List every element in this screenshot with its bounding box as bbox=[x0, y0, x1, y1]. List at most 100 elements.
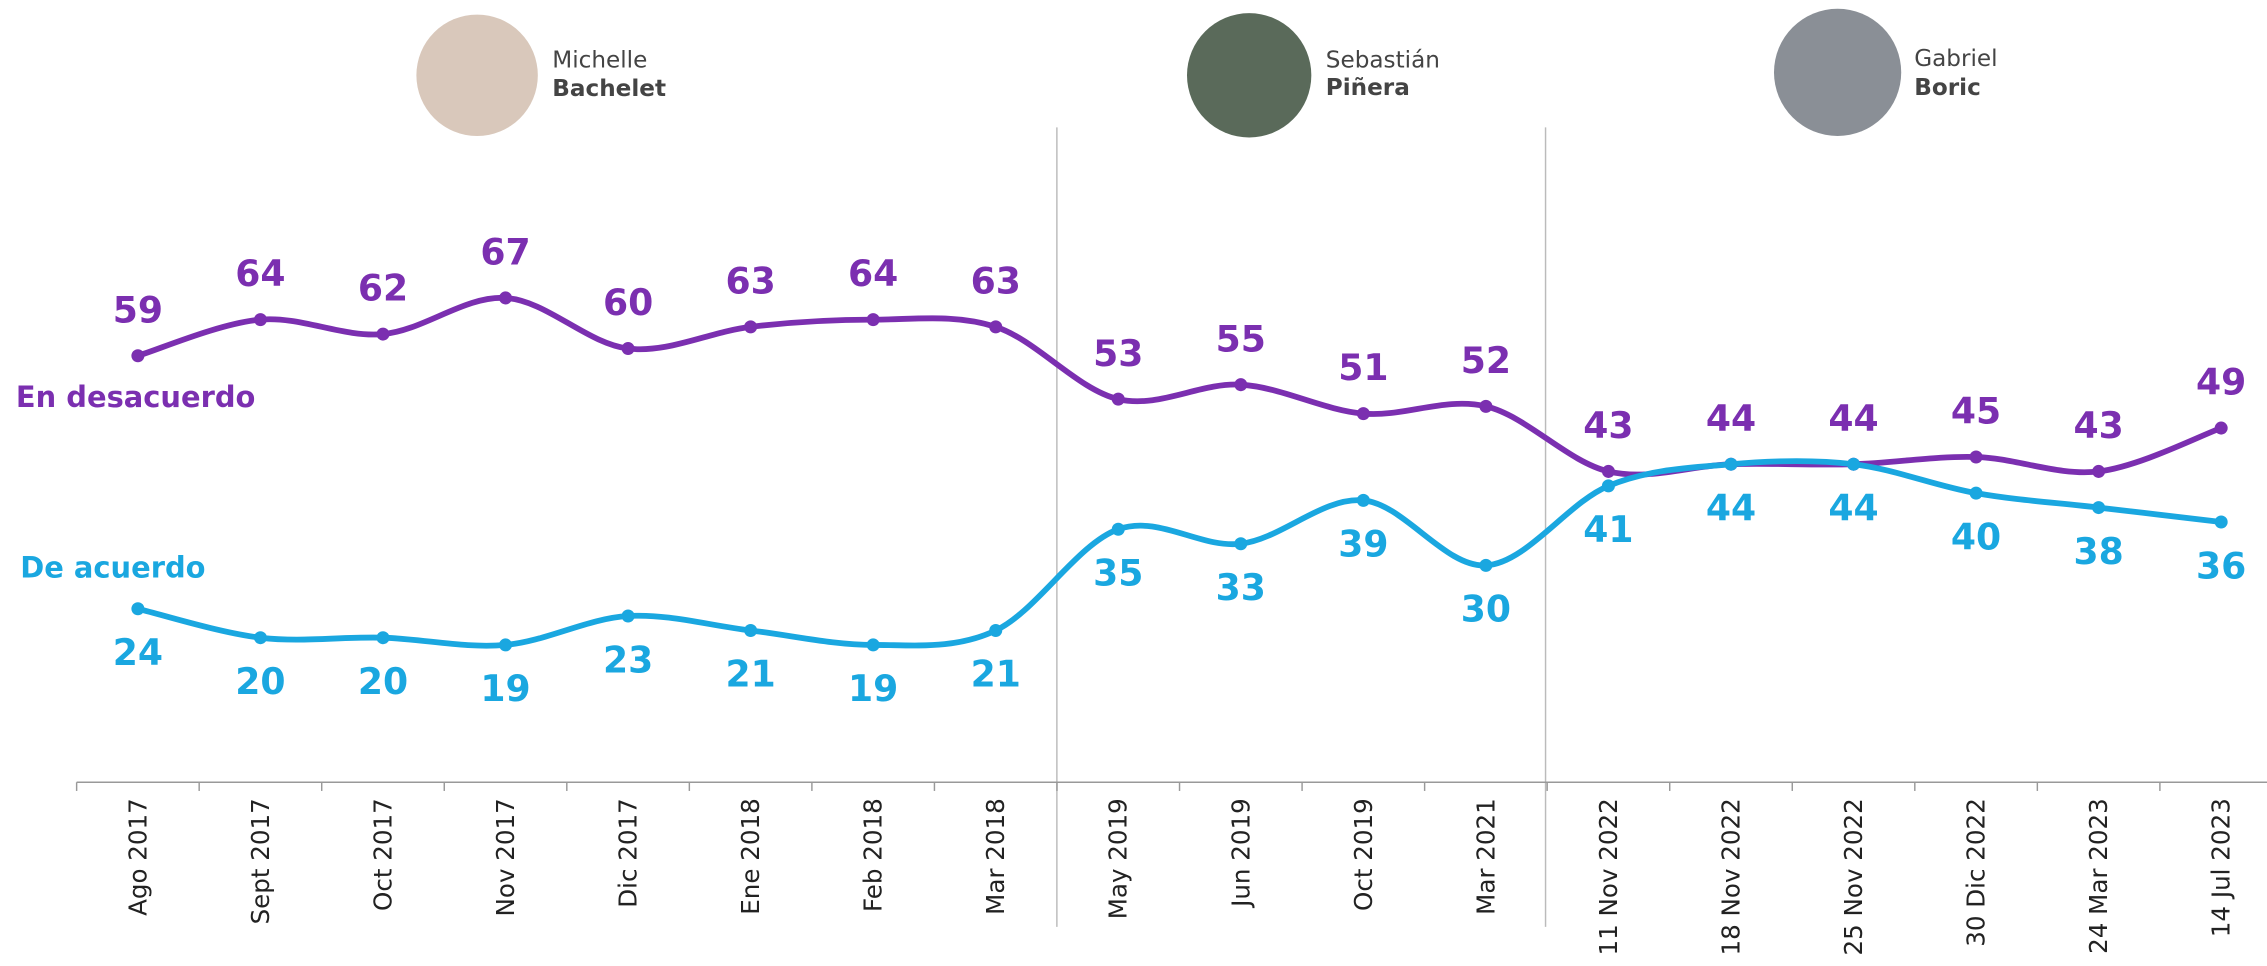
value-label: 19 bbox=[848, 667, 898, 710]
value-label: 45 bbox=[1951, 390, 2001, 433]
x-tick-label: 24 Mar 2023 bbox=[2084, 798, 2113, 954]
x-tick-label: Oct 2019 bbox=[1349, 798, 1378, 911]
first-name: Michelle bbox=[552, 47, 647, 73]
value-label: 39 bbox=[1338, 523, 1388, 566]
first-name: Sebastián bbox=[1326, 47, 1440, 73]
value-label: 53 bbox=[1093, 332, 1143, 375]
photo bbox=[1186, 13, 1312, 138]
x-tick-label: Ago 2017 bbox=[123, 798, 152, 916]
x-tick-label: Sept 2017 bbox=[246, 798, 275, 924]
value-label: 36 bbox=[2196, 544, 2246, 587]
point bbox=[376, 631, 390, 645]
president: Sebastián Piñera bbox=[1186, 13, 1440, 138]
legend-label: En desacuerdo bbox=[16, 380, 256, 414]
point bbox=[1847, 457, 1861, 471]
x-tick-label: 14 Jul 2023 bbox=[2207, 798, 2236, 937]
value-label: 21 bbox=[725, 653, 775, 696]
value-label: 40 bbox=[1951, 515, 2001, 558]
value-label: 38 bbox=[2073, 530, 2123, 573]
value-label: 19 bbox=[480, 667, 530, 710]
value-label: 21 bbox=[971, 653, 1021, 696]
photo bbox=[416, 14, 538, 137]
value-label: 23 bbox=[603, 638, 653, 681]
value-label: 41 bbox=[1583, 508, 1633, 551]
line bbox=[137, 295, 2223, 478]
value-label: 64 bbox=[848, 252, 898, 295]
x-tick-label: 11 Nov 2022 bbox=[1594, 798, 1623, 955]
point bbox=[866, 638, 880, 652]
point bbox=[1479, 399, 1493, 413]
value-label: 35 bbox=[1093, 552, 1143, 595]
value-label: 64 bbox=[235, 252, 285, 295]
point bbox=[1234, 378, 1248, 392]
value-label: 24 bbox=[113, 631, 163, 674]
legend-label: De acuerdo bbox=[20, 551, 205, 585]
point bbox=[1724, 457, 1738, 471]
value-label: 55 bbox=[1216, 317, 1266, 360]
x-tick-label: May 2019 bbox=[1104, 798, 1133, 919]
point bbox=[253, 313, 267, 327]
point bbox=[2092, 501, 2106, 515]
value-label: 51 bbox=[1338, 346, 1388, 389]
point bbox=[744, 320, 758, 334]
point bbox=[2092, 464, 2106, 478]
point bbox=[1111, 392, 1125, 406]
point bbox=[744, 623, 758, 637]
point bbox=[131, 349, 145, 363]
value-label: 49 bbox=[2196, 361, 2246, 404]
point bbox=[499, 638, 513, 652]
point bbox=[376, 327, 390, 341]
value-label: 43 bbox=[1583, 404, 1633, 447]
value-label: 60 bbox=[603, 281, 653, 324]
x-tick-label: Mar 2021 bbox=[1471, 798, 1500, 915]
value-label: 67 bbox=[480, 231, 530, 274]
value-label: 43 bbox=[2073, 404, 2123, 447]
photo bbox=[1773, 8, 1902, 137]
point bbox=[1601, 464, 1615, 478]
last-name: Boric bbox=[1914, 75, 1981, 101]
first-name: Gabriel bbox=[1914, 46, 1997, 72]
point bbox=[1969, 450, 1983, 464]
last-name: Bachelet bbox=[552, 76, 666, 102]
value-label: 20 bbox=[358, 660, 408, 703]
point bbox=[1356, 493, 1370, 507]
value-label: 52 bbox=[1461, 339, 1511, 382]
value-label: 62 bbox=[358, 267, 408, 310]
point bbox=[2214, 515, 2228, 529]
x-tick-label: Feb 2018 bbox=[859, 798, 888, 912]
value-label: 59 bbox=[113, 288, 163, 331]
point bbox=[253, 631, 267, 645]
x-tick-label: Dic 2017 bbox=[614, 798, 643, 908]
point bbox=[621, 609, 635, 623]
point bbox=[1356, 407, 1370, 421]
point bbox=[621, 342, 635, 356]
x-tick-label: 30 Dic 2022 bbox=[1962, 798, 1991, 947]
x-tick-label: 25 Nov 2022 bbox=[1839, 798, 1868, 955]
point bbox=[1479, 558, 1493, 572]
value-label: 44 bbox=[1828, 486, 1878, 529]
point bbox=[2214, 421, 2228, 435]
value-label: 44 bbox=[1828, 397, 1878, 440]
x-tick-label: 18 Nov 2022 bbox=[1716, 798, 1745, 955]
x-tick-label: Jun 2019 bbox=[1226, 798, 1255, 909]
x-tick-label: Nov 2017 bbox=[491, 798, 520, 916]
value-label: 30 bbox=[1461, 588, 1511, 631]
value-label: 33 bbox=[1216, 566, 1266, 609]
line bbox=[137, 458, 2222, 649]
last-name: Piñera bbox=[1326, 75, 1410, 101]
point bbox=[131, 602, 145, 616]
point bbox=[1111, 522, 1125, 536]
value-label: 63 bbox=[725, 259, 775, 302]
point bbox=[989, 320, 1003, 334]
president: Gabriel Boric bbox=[1773, 8, 1998, 137]
x-tick-label: Mar 2018 bbox=[981, 798, 1010, 915]
point bbox=[1969, 486, 1983, 500]
x-tick-label: Ene 2018 bbox=[736, 798, 765, 915]
point bbox=[866, 313, 880, 327]
point bbox=[1234, 537, 1248, 551]
value-label: 63 bbox=[971, 259, 1021, 302]
value-label: 20 bbox=[235, 660, 285, 703]
point bbox=[1601, 479, 1615, 493]
president: Michelle Bachelet bbox=[416, 14, 666, 137]
